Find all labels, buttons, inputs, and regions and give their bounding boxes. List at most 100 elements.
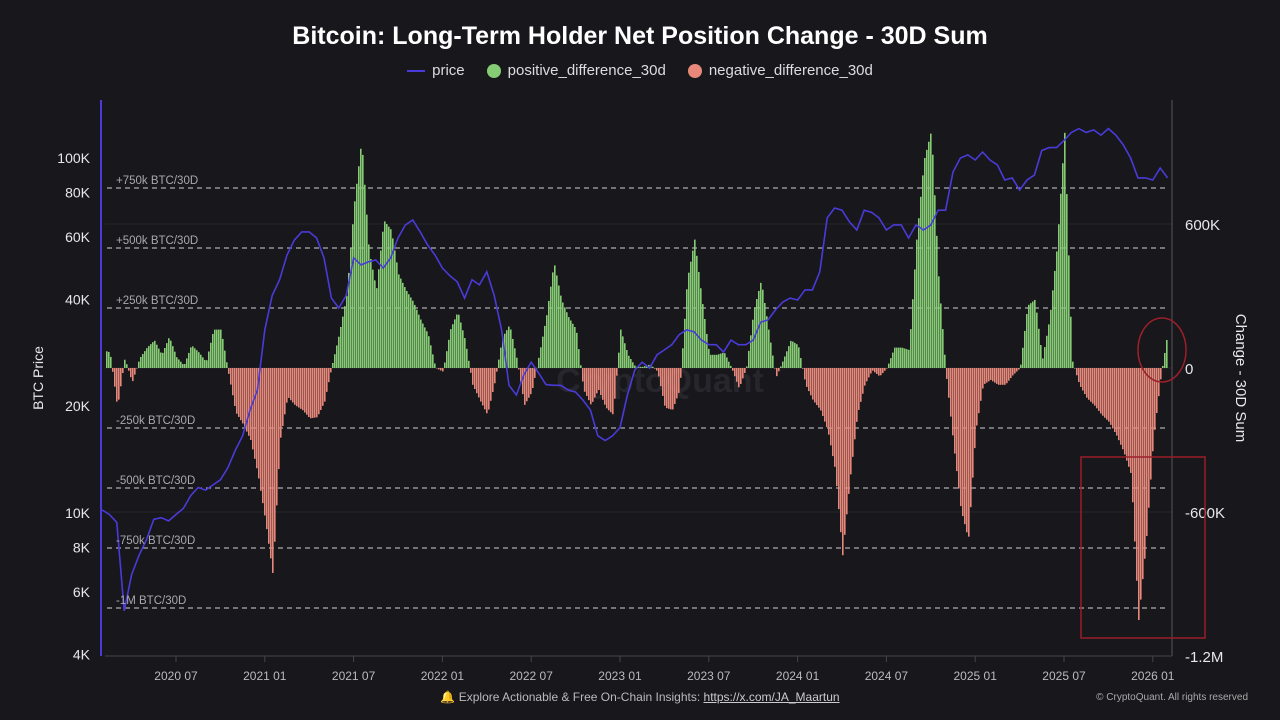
negative-bar — [820, 368, 822, 411]
negative-bar — [604, 368, 606, 405]
positive-bar — [916, 239, 918, 368]
positive-bar — [192, 346, 194, 368]
negative-bar — [816, 368, 818, 406]
positive-bar — [750, 335, 752, 368]
positive-bar — [420, 319, 422, 368]
positive-bar — [218, 329, 220, 368]
annotation-box — [1080, 456, 1206, 639]
negative-bar — [1106, 368, 1108, 420]
positive-bar — [940, 303, 942, 368]
positive-bar — [1162, 365, 1164, 368]
negative-bar — [480, 368, 482, 402]
negative-bar — [1124, 368, 1126, 455]
legend-item-positive[interactable]: positive_difference_30d — [486, 62, 666, 79]
negative-bar — [488, 368, 490, 410]
negative-bar — [968, 368, 970, 537]
negative-bar — [658, 368, 660, 377]
positive-bar — [718, 354, 720, 368]
negative-bar — [1008, 368, 1010, 381]
negative-bar — [740, 368, 742, 384]
positive-bar — [510, 329, 512, 368]
negative-bar — [1128, 368, 1130, 467]
positive-bar — [552, 272, 554, 368]
negative-bar — [1018, 368, 1020, 370]
positive-bar — [1042, 358, 1044, 368]
negative-bar — [306, 368, 308, 415]
positive-bar — [500, 347, 502, 368]
negative-bar — [594, 368, 596, 398]
negative-bar — [974, 368, 976, 449]
negative-bar — [302, 368, 304, 411]
y-left-tick-label: 6K — [73, 584, 91, 600]
positive-bar — [1036, 312, 1038, 368]
negative-bar — [680, 368, 682, 378]
negative-bar — [734, 368, 736, 377]
positive-bar — [758, 290, 760, 368]
footer-link[interactable]: https://x.com/JA_Maartun — [703, 690, 840, 704]
positive-bar — [888, 363, 890, 368]
bell-icon: 🔔 — [440, 690, 456, 704]
positive-bar — [792, 341, 794, 368]
positive-bar — [726, 357, 728, 368]
positive-bar — [1028, 304, 1030, 368]
positive-bar — [384, 221, 386, 368]
positive-bar — [626, 350, 628, 368]
negative-bar — [672, 368, 674, 410]
negative-bar — [666, 368, 668, 409]
negative-bar — [436, 368, 438, 369]
positive-bar — [544, 325, 546, 368]
negative-bar — [826, 368, 828, 428]
y-left-tick-label: 80K — [65, 184, 91, 200]
negative-bar — [252, 368, 254, 450]
negative-bar — [330, 368, 332, 373]
negative-bar — [286, 368, 288, 403]
positive-bar — [1040, 345, 1042, 368]
positive-bar — [210, 342, 212, 368]
negative-bar — [522, 368, 524, 395]
negative-bar — [850, 368, 852, 475]
negative-bar — [258, 368, 260, 479]
positive-bar — [1058, 224, 1060, 368]
negative-bar — [952, 368, 954, 436]
negative-bar — [858, 368, 860, 410]
negative-bar — [588, 368, 590, 401]
negative-bar — [840, 368, 842, 533]
negative-bar — [268, 368, 270, 544]
positive-bar — [462, 330, 464, 368]
positive-bar — [108, 351, 110, 368]
positive-bar — [356, 183, 358, 368]
positive-bar — [412, 300, 414, 368]
negative-bar — [774, 368, 776, 369]
negative-bar — [948, 368, 950, 398]
negative-bar — [1146, 368, 1148, 536]
positive-bar — [800, 358, 802, 368]
positive-bar — [926, 149, 928, 368]
negative-bar — [1138, 368, 1140, 620]
positive-bar — [580, 365, 582, 368]
positive-bar — [206, 360, 208, 368]
negative-bar — [872, 368, 874, 371]
positive-bar — [352, 224, 354, 368]
negative-bar — [614, 368, 616, 399]
x-tick-label: 2022 07 — [510, 669, 554, 683]
positive-bar — [906, 349, 908, 368]
legend-item-price[interactable]: price — [407, 62, 465, 79]
negative-bar — [320, 368, 322, 411]
negative-bar — [240, 368, 242, 421]
negative-bar — [438, 368, 440, 370]
positive-bar — [380, 250, 382, 368]
negative-bar — [1116, 368, 1118, 436]
negative-bar — [1000, 368, 1002, 385]
positive-bar — [156, 344, 158, 368]
negative-bar — [254, 368, 256, 459]
legend-item-negative[interactable]: negative_difference_30d — [687, 62, 873, 79]
positive-bar — [126, 364, 128, 368]
positive-bar — [690, 261, 692, 368]
negative-bar — [292, 368, 294, 403]
positive-bar — [896, 347, 898, 368]
positive-bar — [214, 329, 216, 368]
positive-bar — [198, 352, 200, 368]
negative-bar — [834, 368, 836, 467]
negative-bar — [310, 368, 312, 419]
negative-bar — [1074, 368, 1076, 369]
